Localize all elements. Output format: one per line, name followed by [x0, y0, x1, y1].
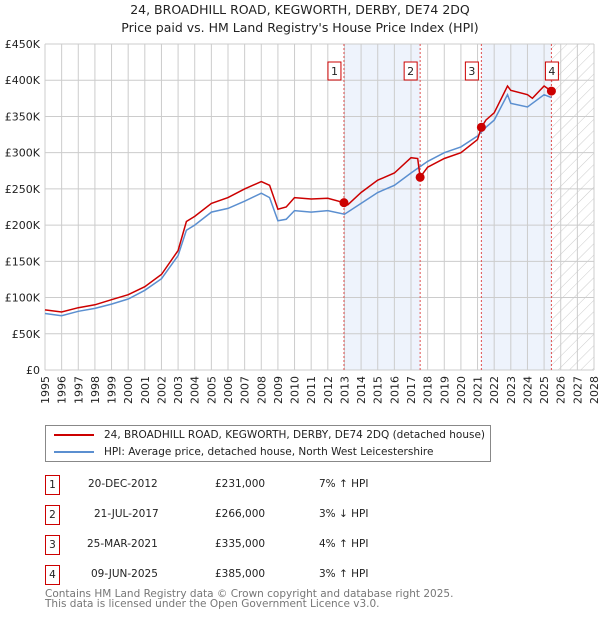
legend: 24, BROADHILL ROAD, KEGWORTH, DERBY, DE7… [45, 425, 491, 462]
y-tick-label: £350K [5, 110, 41, 123]
footer-line: This data is licensed under the Open Gov… [45, 598, 380, 610]
y-tick-label: £0 [26, 364, 40, 377]
x-tick-label: 2013 [338, 376, 351, 404]
x-tick-label: 2025 [538, 376, 551, 404]
sale-price: £231,000 [215, 478, 266, 490]
x-tick-label: 2006 [222, 376, 235, 404]
sale-point [415, 172, 425, 182]
legend-red-line [54, 434, 94, 436]
legend-label: HPI: Average price, detached house, Nort… [104, 446, 434, 458]
x-tick-label: 2010 [289, 376, 302, 404]
x-tick-label: 2026 [555, 376, 568, 404]
chart-subtitle: Price paid vs. HM Land Registry's House … [121, 20, 479, 35]
x-tick-label: 2009 [272, 376, 285, 404]
x-tick-label: 2028 [588, 376, 600, 404]
x-tick-label: 2014 [355, 376, 368, 404]
sale-date: 25-MAR-2021 [87, 538, 158, 550]
x-tick-label: 1999 [106, 376, 119, 404]
sale-marker-label: 3 [45, 535, 60, 555]
x-tick-label: 2018 [422, 376, 435, 404]
y-tick-label: £100K [5, 292, 41, 305]
chart-title: 24, BROADHILL ROAD, KEGWORTH, DERBY, DE7… [130, 2, 470, 17]
sale-hpi-diff: 7% ↑ HPI [319, 478, 369, 490]
forecast-hatch [551, 44, 594, 370]
y-tick-label: £400K [5, 74, 41, 87]
x-tick-label: 2005 [205, 376, 218, 404]
sale-marker-box [403, 61, 418, 81]
x-tick-label: 2011 [305, 376, 318, 404]
x-tick-label: 2016 [388, 376, 401, 404]
x-tick-label: 2000 [122, 376, 135, 404]
footer-line: Contains HM Land Registry data © Crown c… [45, 588, 454, 600]
sale-hpi-diff: 4% ↑ HPI [319, 538, 369, 550]
x-tick-label: 2021 [472, 376, 485, 404]
sale-price: £385,000 [215, 568, 266, 580]
x-tick-label: 2002 [155, 376, 168, 404]
x-tick-label: 2017 [405, 376, 418, 404]
x-tick-label: 2003 [172, 376, 185, 404]
sale-point [339, 198, 349, 208]
y-tick-label: £50K [12, 328, 41, 341]
sale-marker-number: 3 [468, 65, 475, 78]
x-tick-label: 2008 [255, 376, 268, 404]
sale-marker-box [464, 61, 479, 81]
sale-date: 09-JUN-2025 [91, 568, 158, 580]
sale-hpi-diff: 3% ↑ HPI [319, 568, 369, 580]
sale-marker-number: 1 [331, 65, 338, 78]
x-tick-label: 2019 [438, 376, 451, 404]
sale-point [546, 86, 556, 96]
sale-marker-number: 2 [407, 65, 414, 78]
price-paid-line [44, 84, 552, 313]
sale-date: 21-JUL-2017 [94, 508, 159, 520]
x-tick-label: 2012 [322, 376, 335, 404]
footer: Contains HM Land Registry data © Crown c… [45, 588, 454, 610]
x-tick-label: 2027 [571, 376, 584, 404]
hpi-line [44, 92, 552, 317]
legend-item-hpi: HPI: Average price, detached house, Nort… [54, 444, 433, 460]
sale-marker-label: 4 [45, 565, 60, 585]
sale-point [476, 122, 486, 132]
y-tick-label: £200K [5, 219, 41, 232]
x-tick-label: 2023 [505, 376, 518, 404]
y-tick-label: £450K [5, 38, 41, 51]
sale-price: £266,000 [215, 508, 266, 520]
sale-marker-box [327, 61, 342, 81]
sale-marker-box [544, 61, 559, 81]
y-tick-label: £150K [5, 255, 41, 268]
sale-marker-label: 2 [45, 505, 60, 525]
x-tick-label: 1996 [56, 376, 69, 404]
x-tick-label: 1995 [39, 376, 52, 404]
y-tick-label: £300K [5, 147, 41, 160]
x-tick-label: 1997 [72, 376, 85, 404]
y-tick-label: £250K [5, 183, 41, 196]
legend-item-property: 24, BROADHILL ROAD, KEGWORTH, DERBY, DE7… [54, 427, 485, 443]
x-tick-label: 2007 [239, 376, 252, 404]
legend-label: 24, BROADHILL ROAD, KEGWORTH, DERBY, DE7… [104, 429, 485, 441]
x-tick-label: 2024 [521, 376, 534, 404]
sale-marker-label: 1 [45, 475, 60, 495]
sale-period-shade [481, 44, 552, 370]
sale-hpi-diff: 3% ↓ HPI [319, 508, 369, 520]
x-tick-label: 1998 [89, 376, 102, 404]
x-tick-label: 2022 [488, 376, 501, 404]
x-tick-label: 2001 [139, 376, 152, 404]
price-chart: 1995 1996 1997 1998 1999 2000 2001 2002 2003 2004… [5, 38, 600, 404]
x-tick-label: 2020 [455, 376, 468, 404]
legend-blue-line [54, 451, 94, 453]
x-tick-label: 2015 [372, 376, 385, 404]
x-tick-label: 2004 [189, 376, 202, 404]
sale-price: £335,000 [215, 538, 266, 550]
sale-date: 20-DEC-2012 [88, 478, 158, 490]
sale-marker-number: 4 [548, 65, 555, 78]
